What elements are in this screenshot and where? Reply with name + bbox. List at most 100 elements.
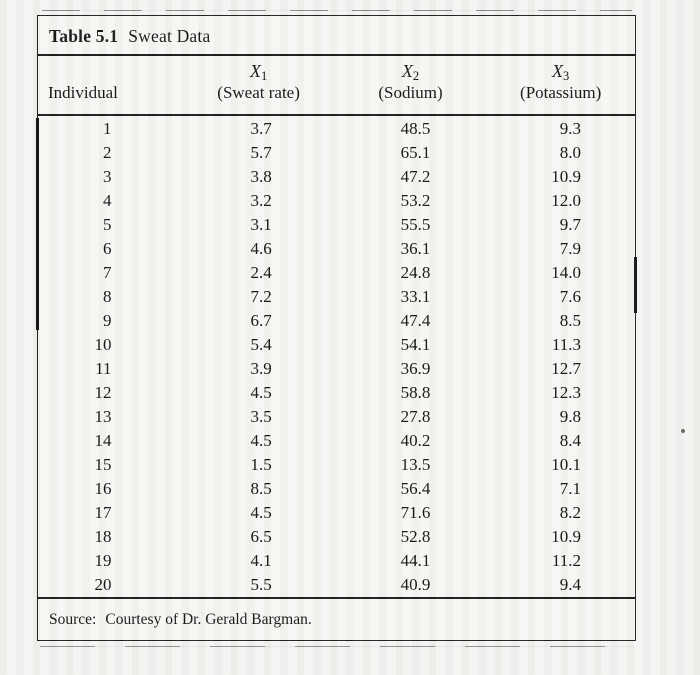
header-x2-symbol: X2 [335, 56, 487, 82]
table-row: 4 3.2 53.2 12.0 [38, 188, 635, 212]
table-header: X1 X2 X3 Individual (Sweat rate) (Sodium… [38, 56, 635, 115]
table-row: 9 6.7 47.4 8.5 [38, 308, 635, 332]
header-individual: Individual [48, 83, 118, 102]
sweat-rate-cell: 5.5 [250, 574, 272, 594]
table-row: 11 3.9 36.9 12.7 [38, 356, 635, 380]
right-border-ink-artifact [633, 257, 637, 313]
potassium-cell: 8.5 [559, 310, 581, 330]
individual-cell: 20 [94, 574, 112, 594]
potassium-cell: 8.2 [559, 502, 581, 522]
sweat-rate-cell: 3.9 [250, 358, 272, 378]
x2-symbol-subscript: 2 [412, 69, 420, 83]
table-row: 6 4.6 36.1 7.9 [38, 236, 635, 260]
sweat-data-table-box: Table 5.1 Sweat Data X1 X2 X3 Individual [37, 15, 636, 641]
sweat-rate-cell: 4.5 [250, 502, 272, 522]
individual-cell: 19 [94, 550, 112, 570]
individual-cell: 2 [102, 142, 112, 162]
sweat-rate-cell: 3.5 [250, 406, 272, 426]
table-row: 2 5.7 65.1 8.0 [38, 140, 635, 164]
sodium-cell: 27.8 [400, 406, 431, 426]
individual-cell: 1 [102, 118, 112, 138]
scan-line-artifact-bottom [40, 646, 634, 648]
sweat-rate-cell: 1.5 [250, 454, 272, 474]
sodium-cell: 48.5 [400, 118, 431, 138]
sodium-cell: 36.9 [400, 358, 431, 378]
sodium-cell: 13.5 [400, 454, 431, 474]
table-row: 17 4.5 71.6 8.2 [38, 500, 635, 524]
potassium-cell: 9.8 [559, 406, 581, 426]
header-sodium: (Sodium) [378, 83, 443, 102]
sodium-cell: 55.5 [400, 214, 431, 234]
table-row: 15 1.5 13.5 10.1 [38, 452, 635, 476]
individual-cell: 14 [94, 430, 112, 450]
source-note: Source: Courtesy of Dr. Gerald Bargman. [38, 597, 635, 640]
table-row: 20 5.5 40.9 9.4 [38, 572, 635, 596]
header-potassium: (Potassium) [520, 83, 602, 102]
individual-cell: 16 [94, 478, 112, 498]
potassium-cell: 10.9 [551, 526, 581, 546]
potassium-cell: 7.9 [559, 238, 581, 258]
table-row: 12 4.5 58.8 12.3 [38, 380, 635, 404]
sweat-rate-cell: 7.2 [250, 286, 272, 306]
left-border-ink-artifact [36, 118, 39, 330]
sodium-cell: 24.8 [400, 262, 431, 282]
potassium-cell: 9.4 [559, 574, 581, 594]
sweat-rate-cell: 4.5 [250, 430, 272, 450]
potassium-cell: 7.1 [559, 478, 581, 498]
individual-cell: 5 [102, 214, 112, 234]
individual-cell: 12 [94, 382, 112, 402]
table-row: 10 5.4 54.1 11.3 [38, 332, 635, 356]
source-prefix: Source: [49, 610, 97, 628]
x2-symbol-letter: X [401, 61, 413, 81]
potassium-cell: 7.6 [559, 286, 581, 306]
sodium-cell: 54.1 [400, 334, 431, 354]
sweat-rate-cell: 5.4 [250, 334, 272, 354]
individual-cell: 18 [94, 526, 112, 546]
sodium-cell: 52.8 [400, 526, 431, 546]
potassium-cell: 14.0 [551, 262, 581, 282]
table-row: 16 8.5 56.4 7.1 [38, 476, 635, 500]
individual-cell: 9 [102, 310, 112, 330]
table-number: Table 5.1 [49, 25, 119, 46]
sweat-rate-cell: 4.5 [250, 382, 272, 402]
individual-cell: 17 [94, 502, 112, 522]
individual-cell: 6 [102, 238, 112, 258]
sodium-cell: 56.4 [400, 478, 431, 498]
sweat-rate-cell: 2.4 [250, 262, 272, 282]
table-title: Sweat Data [128, 25, 211, 46]
sodium-cell: 40.2 [400, 430, 431, 450]
table-row: 14 4.5 40.2 8.4 [38, 428, 635, 452]
sweat-rate-cell: 4.1 [250, 550, 272, 570]
sweat-rate-cell: 5.7 [250, 142, 272, 162]
potassium-cell: 12.0 [551, 190, 581, 210]
potassium-cell: 11.3 [551, 334, 581, 354]
potassium-cell: 9.7 [559, 214, 581, 234]
sodium-cell: 65.1 [400, 142, 431, 162]
sodium-cell: 47.2 [400, 166, 431, 186]
sweat-rate-cell: 3.1 [250, 214, 272, 234]
table-row: 3 3.8 47.2 10.9 [38, 164, 635, 188]
x1-symbol-letter: X [249, 61, 261, 81]
source-text: Courtesy of Dr. Gerald Bargman. [105, 610, 312, 628]
x1-symbol-subscript: 1 [260, 69, 268, 83]
potassium-cell: 10.9 [551, 166, 581, 186]
sweat-rate-cell: 3.7 [250, 118, 272, 138]
individual-cell: 11 [95, 358, 112, 378]
sodium-cell: 33.1 [400, 286, 431, 306]
table-row: 5 3.1 55.5 9.7 [38, 212, 635, 236]
header-label-row: Individual (Sweat rate) (Sodium) (Potass… [38, 82, 635, 115]
sweat-table-body: 1 3.7 48.5 9.3 2 5.7 65.1 8.0 3 3.8 47.2 10.9 4 3.2 53… [38, 115, 635, 596]
sweat-rate-cell: 8.5 [250, 478, 272, 498]
sodium-cell: 47.4 [400, 310, 431, 330]
individual-cell: 7 [102, 262, 112, 282]
individual-cell: 8 [102, 286, 112, 306]
potassium-cell: 12.3 [551, 382, 581, 402]
scan-line-artifact-top [42, 10, 632, 12]
table-row: 1 3.7 48.5 9.3 [38, 115, 635, 140]
x3-symbol-subscript: 3 [563, 69, 570, 83]
sweat-rate-cell: 6.7 [250, 310, 272, 330]
sodium-cell: 44.1 [400, 550, 431, 570]
x3-symbol-letter: X [552, 61, 564, 81]
sodium-cell: 36.1 [400, 238, 431, 258]
sweat-rate-cell: 3.8 [250, 166, 272, 186]
